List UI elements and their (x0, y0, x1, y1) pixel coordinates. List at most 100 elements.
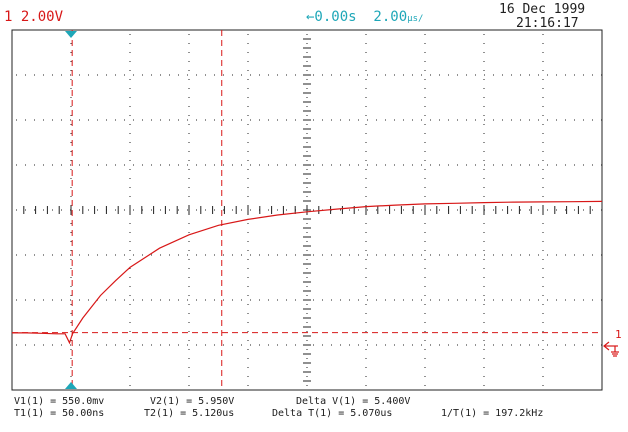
grid-dot (542, 61, 544, 62)
grid-dot (313, 164, 314, 166)
grid-dot (129, 349, 131, 350)
grid-dot (277, 74, 278, 76)
grid-dot (268, 119, 269, 121)
grid-dot (61, 299, 62, 301)
grid-dot (306, 259, 308, 260)
grid-dot (295, 164, 296, 166)
grid-dot (70, 88, 72, 89)
grid-dot (70, 142, 72, 143)
grid-dot (556, 344, 557, 346)
grid-dot (88, 254, 89, 256)
grid-dot (483, 79, 485, 80)
grid-dot (306, 349, 308, 350)
grid-dot (542, 241, 544, 242)
grid-dot (542, 295, 544, 296)
grid-dot (483, 232, 485, 233)
grid-dot (583, 209, 584, 211)
grid-dot (556, 299, 557, 301)
grid-dot (340, 74, 341, 76)
grid-dot (196, 299, 197, 301)
grid-dot (88, 209, 89, 211)
grid-dot (247, 178, 249, 179)
grid-dot (306, 151, 308, 152)
grid-dot (403, 119, 404, 121)
grid-dot (367, 119, 368, 121)
grid-dot (592, 119, 593, 121)
grid-dot (70, 164, 71, 166)
grid-dot (129, 286, 131, 287)
grid-dot (268, 74, 269, 76)
timebase-readout[interactable]: ←0.00s 2.00µs/ (306, 9, 423, 27)
grid-dot (424, 160, 426, 161)
grid-dot (34, 209, 35, 211)
grid-dot (365, 358, 367, 359)
grid-dot (187, 299, 188, 301)
grid-dot (295, 254, 296, 256)
grid-dot (365, 232, 367, 233)
grid-dot (129, 196, 131, 197)
grid-dot (365, 250, 367, 251)
grid-dot (493, 209, 494, 211)
grid-dot (214, 209, 215, 211)
grid-dot (412, 344, 413, 346)
grid-dot (483, 214, 485, 215)
grid-dot (151, 209, 152, 211)
grid-dot (52, 164, 53, 166)
grid-dot (241, 254, 242, 256)
grid-dot (16, 299, 17, 301)
triangle-marker-icon[interactable] (65, 382, 77, 389)
grid-dot (529, 344, 530, 346)
grid-dot (160, 209, 161, 211)
grid-dot (483, 97, 485, 98)
grid-dot (214, 344, 215, 346)
grid-dot (52, 74, 53, 76)
grid-dot (574, 119, 575, 121)
grid-dot (574, 254, 575, 256)
grid-dot (424, 34, 426, 35)
grid-dot (542, 214, 544, 215)
grid-dot (129, 268, 131, 269)
ground-arrow-icon[interactable] (603, 341, 619, 357)
grid-dot (565, 119, 566, 121)
grid-dot (529, 254, 530, 256)
grid-dot (365, 88, 367, 89)
grid-dot (439, 119, 440, 121)
grid-dot (205, 164, 206, 166)
grid-dot (574, 344, 575, 346)
grid-dot (403, 209, 404, 211)
grid-dot (349, 344, 350, 346)
grid-dot (188, 43, 190, 44)
grid-dot (365, 160, 367, 161)
grid-dot (188, 160, 190, 161)
grid-dot (583, 119, 584, 121)
grid-dot (385, 344, 386, 346)
grid-dot (520, 119, 521, 121)
grid-dot (188, 232, 190, 233)
grid-dot (365, 295, 367, 296)
grid-dot (493, 119, 494, 121)
grid-dot (424, 277, 426, 278)
grid-dot (268, 209, 269, 211)
grid-dot (129, 43, 131, 44)
grid-dot (306, 340, 308, 341)
grid-dot (129, 160, 131, 161)
grid-dot (97, 344, 98, 346)
grid-dot (247, 358, 249, 359)
grid-dot (247, 223, 249, 224)
grid-dot (403, 164, 404, 166)
channel-scale-label[interactable]: 1 2.00V (4, 9, 64, 25)
grid-dot (601, 119, 602, 121)
grid-dot (247, 367, 249, 368)
grid-dot (483, 133, 485, 134)
grid-dot (61, 164, 62, 166)
triangle-marker-icon[interactable] (65, 31, 77, 38)
grid-dot (484, 74, 485, 76)
grid-dot (129, 34, 131, 35)
grid-dot (306, 187, 308, 188)
grid-dot (483, 376, 485, 377)
grid-dot (340, 119, 341, 121)
grid-dot (247, 286, 249, 287)
grid-dot (188, 250, 190, 251)
grid-dot (43, 254, 44, 256)
grid-dot (542, 124, 544, 125)
